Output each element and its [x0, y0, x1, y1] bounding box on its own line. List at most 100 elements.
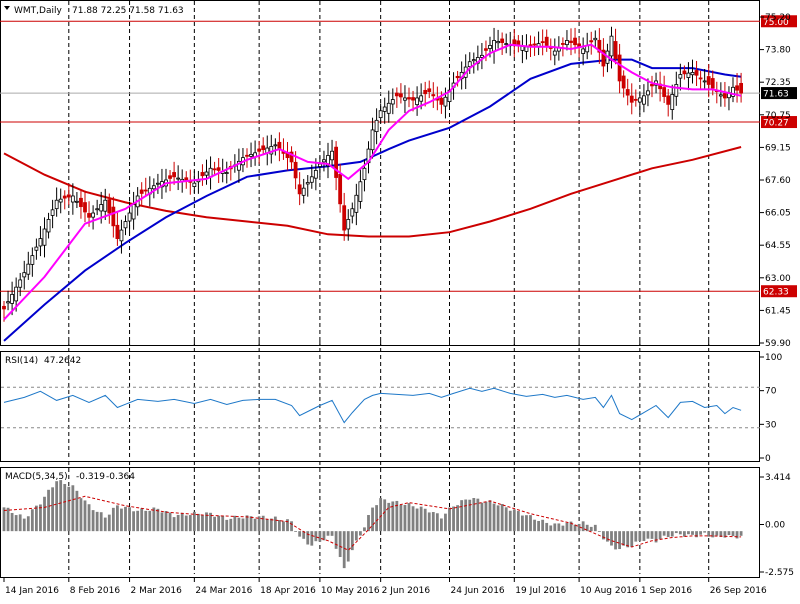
macd-bar [597, 531, 601, 532]
y-tick-label: 70.75 [765, 111, 791, 121]
macd-bar [476, 498, 480, 532]
macd-bar [541, 519, 545, 532]
candle-body [289, 151, 294, 163]
macd-bar [205, 512, 208, 532]
macd-bar [569, 521, 573, 532]
macd-bar [719, 531, 723, 537]
candle-body [686, 72, 691, 78]
macd-bar [83, 500, 87, 532]
y-tick-label: 66.05 [765, 209, 791, 219]
macd-bar [642, 531, 646, 541]
macd-bar [521, 515, 524, 532]
candle-body [597, 39, 602, 53]
macd-bar [472, 498, 476, 532]
macd-bar [103, 517, 107, 532]
candle-body [403, 97, 407, 101]
candle-body [540, 41, 545, 44]
candle-body [650, 83, 654, 87]
macd-bar [549, 525, 553, 532]
candle-body [66, 194, 71, 198]
macd-bar [217, 515, 221, 532]
horizontal-lines[interactable] [0, 20, 760, 292]
macd-bar [606, 531, 609, 542]
candle-body [419, 95, 424, 102]
macd-bar [456, 505, 459, 532]
macd-bar [164, 511, 168, 532]
macd-bar [136, 510, 140, 532]
macd-bar [577, 523, 581, 532]
macd-bar [241, 518, 245, 532]
candle-body [609, 35, 614, 57]
macd-bar [338, 531, 342, 558]
candle-body [731, 86, 735, 97]
y-tick-label: 67.60 [765, 176, 791, 186]
candle-body [467, 61, 472, 68]
macd-bar [124, 506, 127, 532]
macd-bar [209, 512, 212, 532]
macd-bar [10, 512, 14, 532]
candle-body [374, 119, 379, 133]
macd-bar [273, 516, 277, 532]
macd-bar [460, 500, 464, 532]
macd-bar [435, 513, 439, 532]
macd-bar [278, 519, 281, 532]
macd-bar [63, 483, 67, 532]
candle-body [690, 71, 695, 76]
candle-body [46, 219, 51, 233]
macd-bar [346, 531, 350, 562]
macd-label: MACD(5,34,5) [5, 472, 68, 482]
candle-body [411, 97, 415, 101]
macd-bar [35, 505, 38, 532]
candle-body [500, 38, 505, 43]
macd-histogram-layer [2, 480, 743, 569]
macd-bar [261, 515, 265, 532]
candle-body [10, 294, 15, 304]
ma-mid-line [3, 58, 742, 342]
macd-bar [176, 514, 180, 532]
candle-body [569, 40, 573, 43]
candle-body [423, 89, 428, 95]
macd-bar [444, 513, 447, 532]
macd-bar [2, 507, 6, 532]
macd-bar [715, 531, 719, 536]
macd-bar [638, 531, 642, 541]
macd-bar [71, 485, 75, 532]
macd-bar [593, 524, 597, 532]
x-tick-label: 24 Mar 2016 [195, 586, 252, 596]
macd-bar [334, 531, 338, 549]
candle-body [633, 98, 638, 101]
candle-body [662, 87, 667, 97]
candle-body [111, 206, 116, 227]
macd-bar [99, 512, 103, 532]
macd-bar [630, 531, 634, 547]
candle-body [346, 219, 351, 230]
macd-bar [79, 498, 83, 532]
candle-body [561, 43, 565, 45]
candle-body [646, 90, 650, 96]
candle-body [103, 199, 108, 212]
macd-bar [47, 489, 50, 532]
macd-bar [407, 503, 411, 532]
price-level-tag [761, 285, 797, 298]
x-tick-label: 1 Sep 2016 [641, 586, 693, 596]
candle-body [642, 95, 646, 105]
y-tick-label: 0.00 [765, 521, 785, 531]
macd-bar [375, 505, 378, 532]
price-level-tag-label: 75.00 [763, 18, 789, 28]
macd-bar [14, 515, 18, 532]
candle-body [50, 209, 55, 216]
macd-bar [310, 531, 314, 546]
candle-body [443, 96, 448, 107]
macd-bar [168, 512, 172, 532]
ma-fast-layer [3, 43, 742, 321]
candle-body [338, 173, 343, 205]
candle-body [382, 106, 387, 112]
macd-bar [687, 531, 690, 535]
chart-menu-triangle-icon[interactable] [4, 6, 10, 10]
candle-body [261, 145, 266, 151]
macd-bar [67, 486, 71, 532]
candle-body [236, 160, 241, 171]
macd-bar [354, 531, 358, 541]
macd-bar [662, 531, 666, 536]
